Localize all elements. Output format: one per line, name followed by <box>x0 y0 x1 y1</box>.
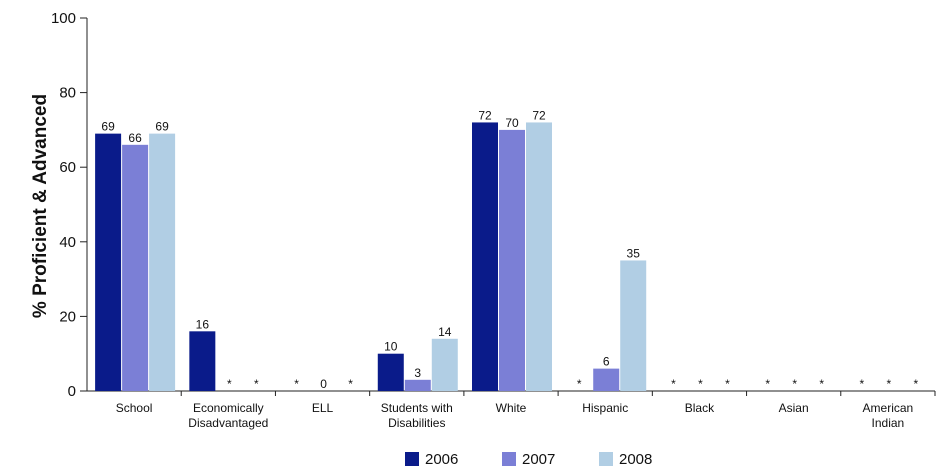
data-label: * <box>671 377 676 391</box>
data-label: 66 <box>128 131 142 145</box>
data-label: * <box>792 377 797 391</box>
bar-2008-0 <box>149 133 176 391</box>
bar-2008-4 <box>526 122 552 391</box>
bar-2007-3 <box>404 379 431 391</box>
legend-swatch-2008 <box>599 452 613 466</box>
y-tick-label: 80 <box>59 85 76 102</box>
category-label: Disabilities <box>388 416 445 430</box>
data-label: 35 <box>627 246 641 260</box>
category-label: Hispanic <box>582 401 628 415</box>
data-label: 69 <box>155 120 169 134</box>
legend-label: 2006 <box>425 451 458 468</box>
bar-2006-1 <box>189 331 216 391</box>
data-label: * <box>227 377 232 391</box>
data-label: 70 <box>505 116 519 130</box>
bar-2007-5 <box>593 368 620 391</box>
chart-bars <box>95 122 647 391</box>
data-label: * <box>698 377 703 391</box>
category-label: American <box>863 401 914 415</box>
bar-2008-3 <box>431 338 458 391</box>
data-label: * <box>819 377 824 391</box>
y-tick-label: 60 <box>59 159 76 176</box>
data-label: 16 <box>196 317 210 331</box>
legend-swatch-2006 <box>405 452 419 466</box>
bar-2007-0 <box>122 144 149 391</box>
y-axis-ticks: 0 20 40 60 80 100 <box>51 10 87 400</box>
bar-2006-4 <box>472 122 498 391</box>
bar-2006-0 <box>95 133 122 391</box>
data-label: * <box>348 377 353 391</box>
data-label: * <box>860 377 865 391</box>
data-label: 14 <box>438 325 452 339</box>
category-label: Disadvantaged <box>188 416 268 430</box>
category-label: Economically <box>193 401 264 415</box>
bar-2007-4 <box>499 129 525 391</box>
category-label: White <box>496 401 527 415</box>
data-label: * <box>765 377 770 391</box>
bar-2006-3 <box>377 353 404 391</box>
data-label: * <box>914 377 919 391</box>
data-label: 0 <box>320 377 327 391</box>
legend-swatch-2007 <box>502 452 516 466</box>
data-label: * <box>254 377 259 391</box>
category-label: School <box>116 401 153 415</box>
legend-label: 2008 <box>619 451 652 468</box>
data-label: * <box>577 377 582 391</box>
category-label: Black <box>685 401 715 415</box>
legend: 2006 2007 2008 <box>405 451 652 468</box>
data-label: * <box>887 377 892 391</box>
data-label: 69 <box>101 120 115 134</box>
category-label: Students with <box>381 401 453 415</box>
data-label: 6 <box>603 355 610 369</box>
bar-2008-5 <box>620 260 647 391</box>
y-axis-label: % Proficient & Advanced <box>30 94 51 318</box>
category-label: ELL <box>312 401 334 415</box>
data-label: * <box>294 377 299 391</box>
category-label: Asian <box>779 401 809 415</box>
data-label: 72 <box>478 108 492 122</box>
data-label: 10 <box>384 340 398 354</box>
category-label: Indian <box>872 416 905 430</box>
y-tick-label: 20 <box>59 308 76 325</box>
y-tick-label: 100 <box>51 10 76 27</box>
data-label: 72 <box>532 108 546 122</box>
data-label: 3 <box>414 366 421 380</box>
y-tick-label: 0 <box>68 383 76 400</box>
y-tick-label: 40 <box>59 234 76 251</box>
data-labels: 69 66 69 16 * * * 0 * 10 3 14 72 70 72 * 6 35 * * * * * * * * * <box>101 108 918 391</box>
legend-label: 2007 <box>522 451 555 468</box>
data-label: * <box>725 377 730 391</box>
